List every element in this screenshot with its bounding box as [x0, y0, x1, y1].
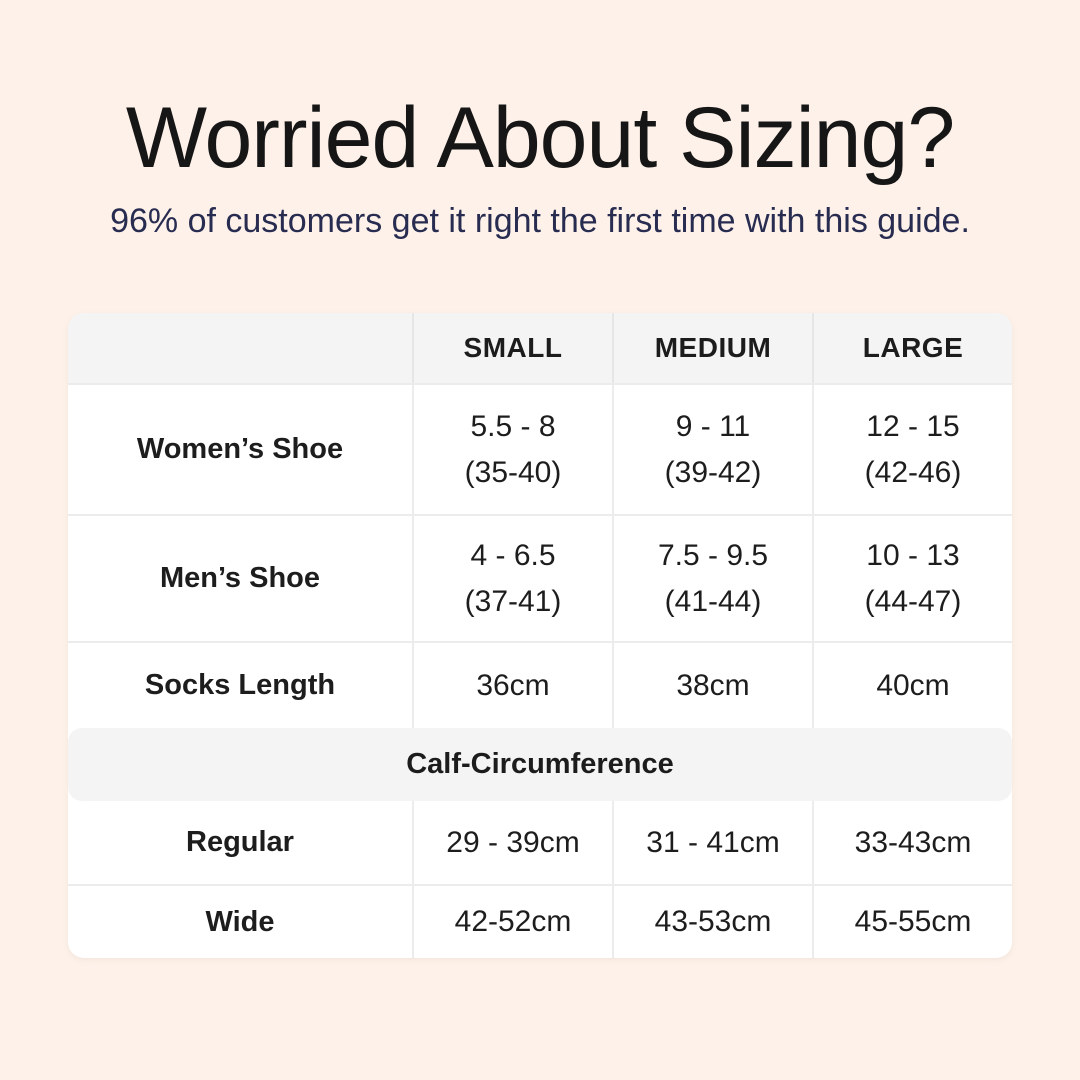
table-header-row: SMALL MEDIUM LARGE — [68, 313, 1012, 384]
column-header-blank — [68, 313, 412, 383]
row-label-wide: Wide — [205, 905, 275, 938]
table-cell: 7.5 - 9.5 (41-44) — [612, 516, 812, 642]
row-label-womens-shoe: Women’s Shoe — [136, 433, 344, 466]
section-header-label: Calf-Circumference — [406, 748, 674, 781]
cell-value: 38cm — [676, 668, 750, 702]
column-header-small: SMALL — [412, 313, 612, 384]
table-row-mens-shoe: Men’s Shoe 4 - 6.5 (37-41) 7.5 - 9.5 (41… — [68, 514, 1012, 642]
table-cell: 40cm — [812, 643, 1012, 729]
column-header-medium: MEDIUM — [612, 313, 812, 384]
cell-value-line2: (35-40) — [464, 455, 562, 489]
cell-value: 31 - 41cm — [646, 825, 780, 859]
table-cell: 33-43cm — [812, 801, 1012, 885]
table-cell: 5.5 - 8 (35-40) — [412, 385, 612, 515]
section-header-calf-circumference: Calf-Circumference — [68, 728, 1012, 802]
cell-value-line2: (42-46) — [864, 455, 962, 489]
row-label-socks-length: Socks Length — [144, 669, 336, 702]
row-label-mens-shoe: Men’s Shoe — [159, 562, 321, 595]
cell-value: 29 - 39cm — [446, 825, 580, 859]
table-cell: 9 - 11 (39-42) — [612, 385, 812, 515]
cell-value-line2: (37-41) — [464, 584, 562, 618]
cell-value-line1: 7.5 - 9.5 — [657, 538, 769, 572]
cell-value-line1: 4 - 6.5 — [470, 538, 556, 572]
cell-value: 43-53cm — [654, 905, 772, 939]
column-header-large: LARGE — [812, 313, 1012, 384]
table-cell: 38cm — [612, 643, 812, 729]
table-cell: 29 - 39cm — [412, 801, 612, 885]
table-cell: 45-55cm — [812, 886, 1012, 959]
cell-value: 36cm — [476, 668, 550, 702]
table-cell: 42-52cm — [412, 886, 612, 959]
cell-value-line2: (41-44) — [664, 584, 762, 618]
row-label-regular: Regular — [186, 826, 294, 859]
size-table: SMALL MEDIUM LARGE Women’s Shoe 5.5 - 8 … — [68, 313, 1012, 959]
table-cell: 4 - 6.5 (37-41) — [412, 516, 612, 642]
cell-value-line1: 12 - 15 — [866, 409, 960, 443]
table-row-regular: Regular 29 - 39cm 31 - 41cm 33-43cm — [68, 801, 1012, 885]
table-row-womens-shoe: Women’s Shoe 5.5 - 8 (35-40) 9 - 11 (39-… — [68, 383, 1012, 515]
table-cell: 31 - 41cm — [612, 801, 812, 885]
cell-value: 33-43cm — [854, 825, 972, 859]
cell-value-line1: 10 - 13 — [866, 538, 960, 572]
cell-value: 45-55cm — [854, 905, 972, 939]
page-subtitle: 96% of customers get it right the first … — [110, 202, 970, 241]
table-cell: 36cm — [412, 643, 612, 729]
table-row-socks-length: Socks Length 36cm 38cm 40cm — [68, 641, 1012, 729]
cell-value-line1: 9 - 11 — [675, 409, 751, 443]
page-title: Worried About Sizing? — [125, 90, 955, 186]
table-cell: 10 - 13 (44-47) — [812, 516, 1012, 642]
cell-value-line2: (39-42) — [664, 455, 762, 489]
cell-value: 40cm — [876, 668, 950, 702]
table-cell: 43-53cm — [612, 886, 812, 959]
cell-value-line2: (44-47) — [864, 584, 962, 618]
cell-value-line1: 5.5 - 8 — [470, 409, 556, 443]
table-cell: 12 - 15 (42-46) — [812, 385, 1012, 515]
table-row-wide: Wide 42-52cm 43-53cm 45-55cm — [68, 884, 1012, 959]
cell-value: 42-52cm — [454, 905, 572, 939]
